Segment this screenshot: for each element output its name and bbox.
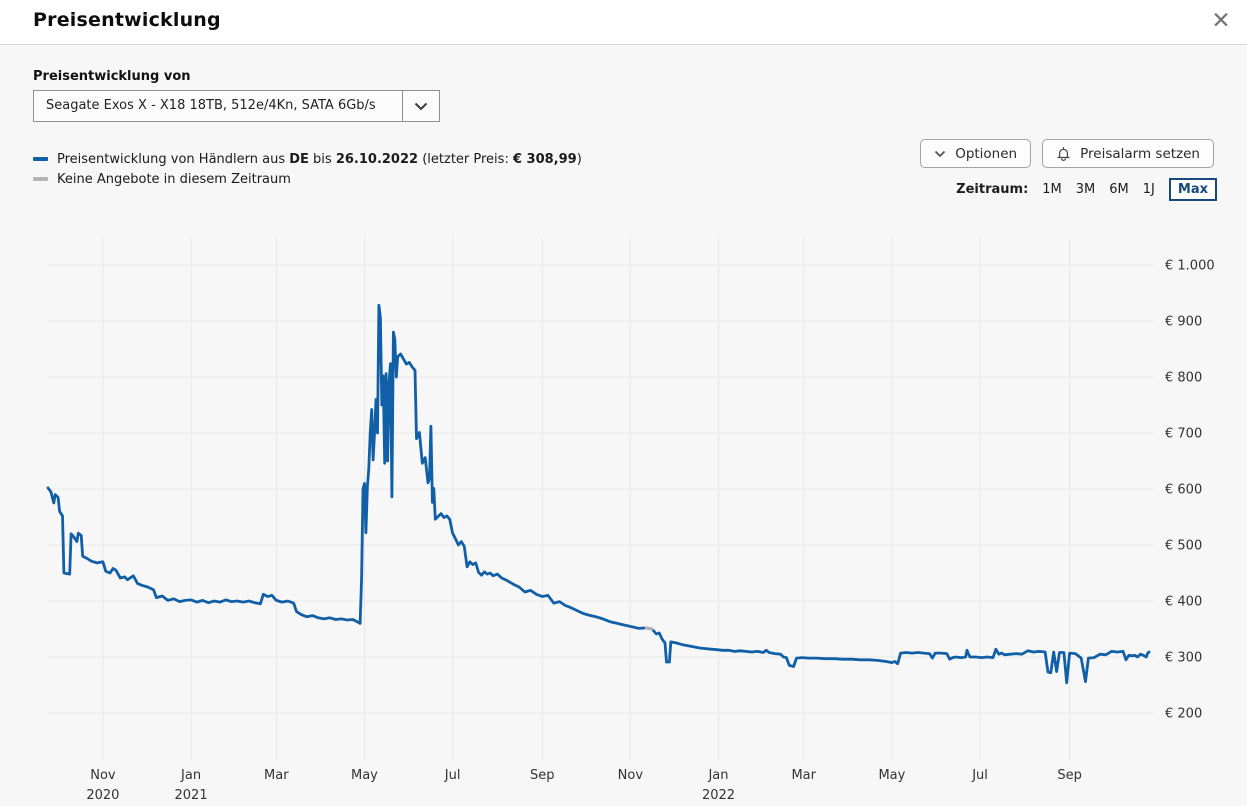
price-alert-button[interactable]: Preisalarm setzen xyxy=(1042,139,1214,168)
x-axis-year-label: 2020 xyxy=(86,788,119,803)
range-1j[interactable]: 1J xyxy=(1142,181,1155,197)
x-axis-label: Nov xyxy=(618,768,644,783)
page-title: Preisentwicklung xyxy=(33,9,221,31)
legend-text: Preisentwicklung von Händlern aus xyxy=(57,151,290,167)
x-axis-label: Sep xyxy=(1057,768,1082,783)
modal-header: Preisentwicklung ✕ xyxy=(0,0,1247,45)
y-axis-label: € 400 xyxy=(1165,595,1202,610)
x-axis-label: Mar xyxy=(791,768,816,783)
zeitraum-selector: Zeitraum: 1M 3M 6M 1J Max xyxy=(956,177,1217,201)
y-axis-label: € 200 xyxy=(1165,707,1202,722)
x-axis-year-label: 2022 xyxy=(702,788,735,803)
x-axis-label: Mar xyxy=(264,768,289,783)
gray-line-swatch xyxy=(33,177,48,181)
x-axis-label: May xyxy=(878,768,905,783)
options-button[interactable]: Optionen xyxy=(920,139,1032,168)
y-axis-label: € 600 xyxy=(1165,483,1202,498)
product-select[interactable]: Seagate Exos X - X18 18TB, 512e/4Kn, SAT… xyxy=(33,90,440,122)
x-axis-label: Sep xyxy=(530,768,555,783)
y-axis-label: € 1.000 xyxy=(1165,259,1215,274)
legend-date: 26.10.2022 xyxy=(335,151,419,167)
close-icon[interactable]: ✕ xyxy=(1211,8,1231,34)
x-axis-label: Jul xyxy=(444,768,461,783)
x-axis-year-label: 2021 xyxy=(175,788,208,803)
price-chart-canvas[interactable]: Nov 2020 Jan 2021 Mar May Jul Sep Nov Jan 2022 Mar M… xyxy=(0,225,1247,806)
legend-row-price-series: Preisentwicklung von Händlern aus DE bis… xyxy=(33,149,582,169)
zeitraum-label: Zeitraum: xyxy=(956,181,1029,197)
range-6m[interactable]: 6M xyxy=(1109,181,1129,197)
y-axis-label: € 300 xyxy=(1165,651,1202,666)
legend-last-price: € 308,99 xyxy=(512,151,577,167)
product-select-value: Seagate Exos X - X18 18TB, 512e/4Kn, SAT… xyxy=(46,98,376,113)
legend-country: DE xyxy=(289,151,309,167)
no-offers-line-segment xyxy=(644,626,654,631)
legend-no-offers-text: Keine Angebote in diesem Zeitraum xyxy=(57,171,291,187)
chevron-down-icon xyxy=(934,150,946,158)
x-axis-label: May xyxy=(351,768,378,783)
chart-legend: Preisentwicklung von Händlern aus DE bis… xyxy=(33,149,582,189)
chevron-down-icon xyxy=(402,91,439,121)
range-3m[interactable]: 3M xyxy=(1075,181,1096,197)
product-selector-label: Preisentwicklung von xyxy=(33,69,191,84)
x-axis-label: Jan xyxy=(180,768,201,783)
price-line xyxy=(46,303,1151,685)
range-1m[interactable]: 1M xyxy=(1042,181,1062,197)
legend-row-no-offers: Keine Angebote in diesem Zeitraum xyxy=(33,169,582,189)
range-max-selected[interactable]: Max xyxy=(1168,177,1217,201)
y-axis-label: € 700 xyxy=(1165,427,1202,442)
bell-icon xyxy=(1056,146,1071,162)
x-axis-label: Nov xyxy=(90,768,116,783)
x-axis-label: Jul xyxy=(971,768,988,783)
y-axis-label: € 800 xyxy=(1165,371,1202,386)
y-axis-label: € 900 xyxy=(1165,315,1202,330)
y-axis-label: € 500 xyxy=(1165,539,1202,554)
blue-line-swatch xyxy=(33,157,48,161)
toolbar: Optionen Preisalarm setzen xyxy=(920,139,1214,168)
x-axis-label: Jan xyxy=(707,768,728,783)
